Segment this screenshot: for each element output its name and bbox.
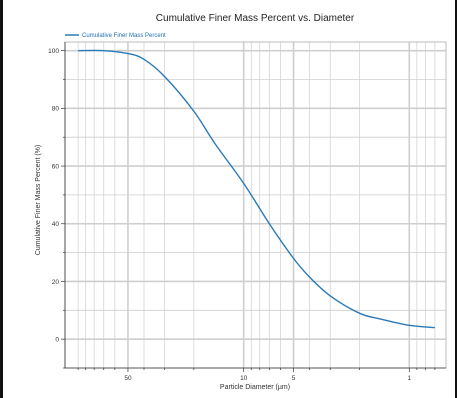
legend-label: Cumulative Finer Mass Percent	[82, 33, 166, 39]
y-tick-label: 100	[48, 48, 59, 55]
legend: Cumulative Finer Mass Percent	[65, 33, 166, 39]
y-tick-label: 80	[52, 106, 60, 113]
plot-border	[64, 41, 447, 369]
y-tick-label: 60	[52, 163, 60, 170]
ticks-layer: 0 20 40 60 80 100 50 10 5 1	[48, 48, 436, 382]
x-axis-title: Particle Diameter (µm)	[220, 384, 290, 391]
chart-svg: Cumulative Finer Mass Percent vs. Diamet…	[35, 13, 447, 391]
y-tick-label: 0	[55, 336, 59, 343]
x-tick-label: 5	[292, 375, 296, 382]
chart-title: Cumulative Finer Mass Percent vs. Diamet…	[156, 13, 355, 24]
grid-layer	[65, 42, 446, 369]
y-tick-label: 20	[52, 279, 60, 286]
x-tick-label: 1	[407, 375, 411, 382]
series-line	[78, 49, 435, 329]
series-layer	[78, 49, 435, 329]
y-tick-label: 40	[52, 221, 60, 228]
y-axis-title: Cumulative Finer Mass Percent (%)	[35, 145, 42, 255]
x-tick-label: 10	[240, 375, 248, 382]
x-tick-label: 50	[124, 375, 132, 382]
axes-layer	[64, 41, 447, 369]
